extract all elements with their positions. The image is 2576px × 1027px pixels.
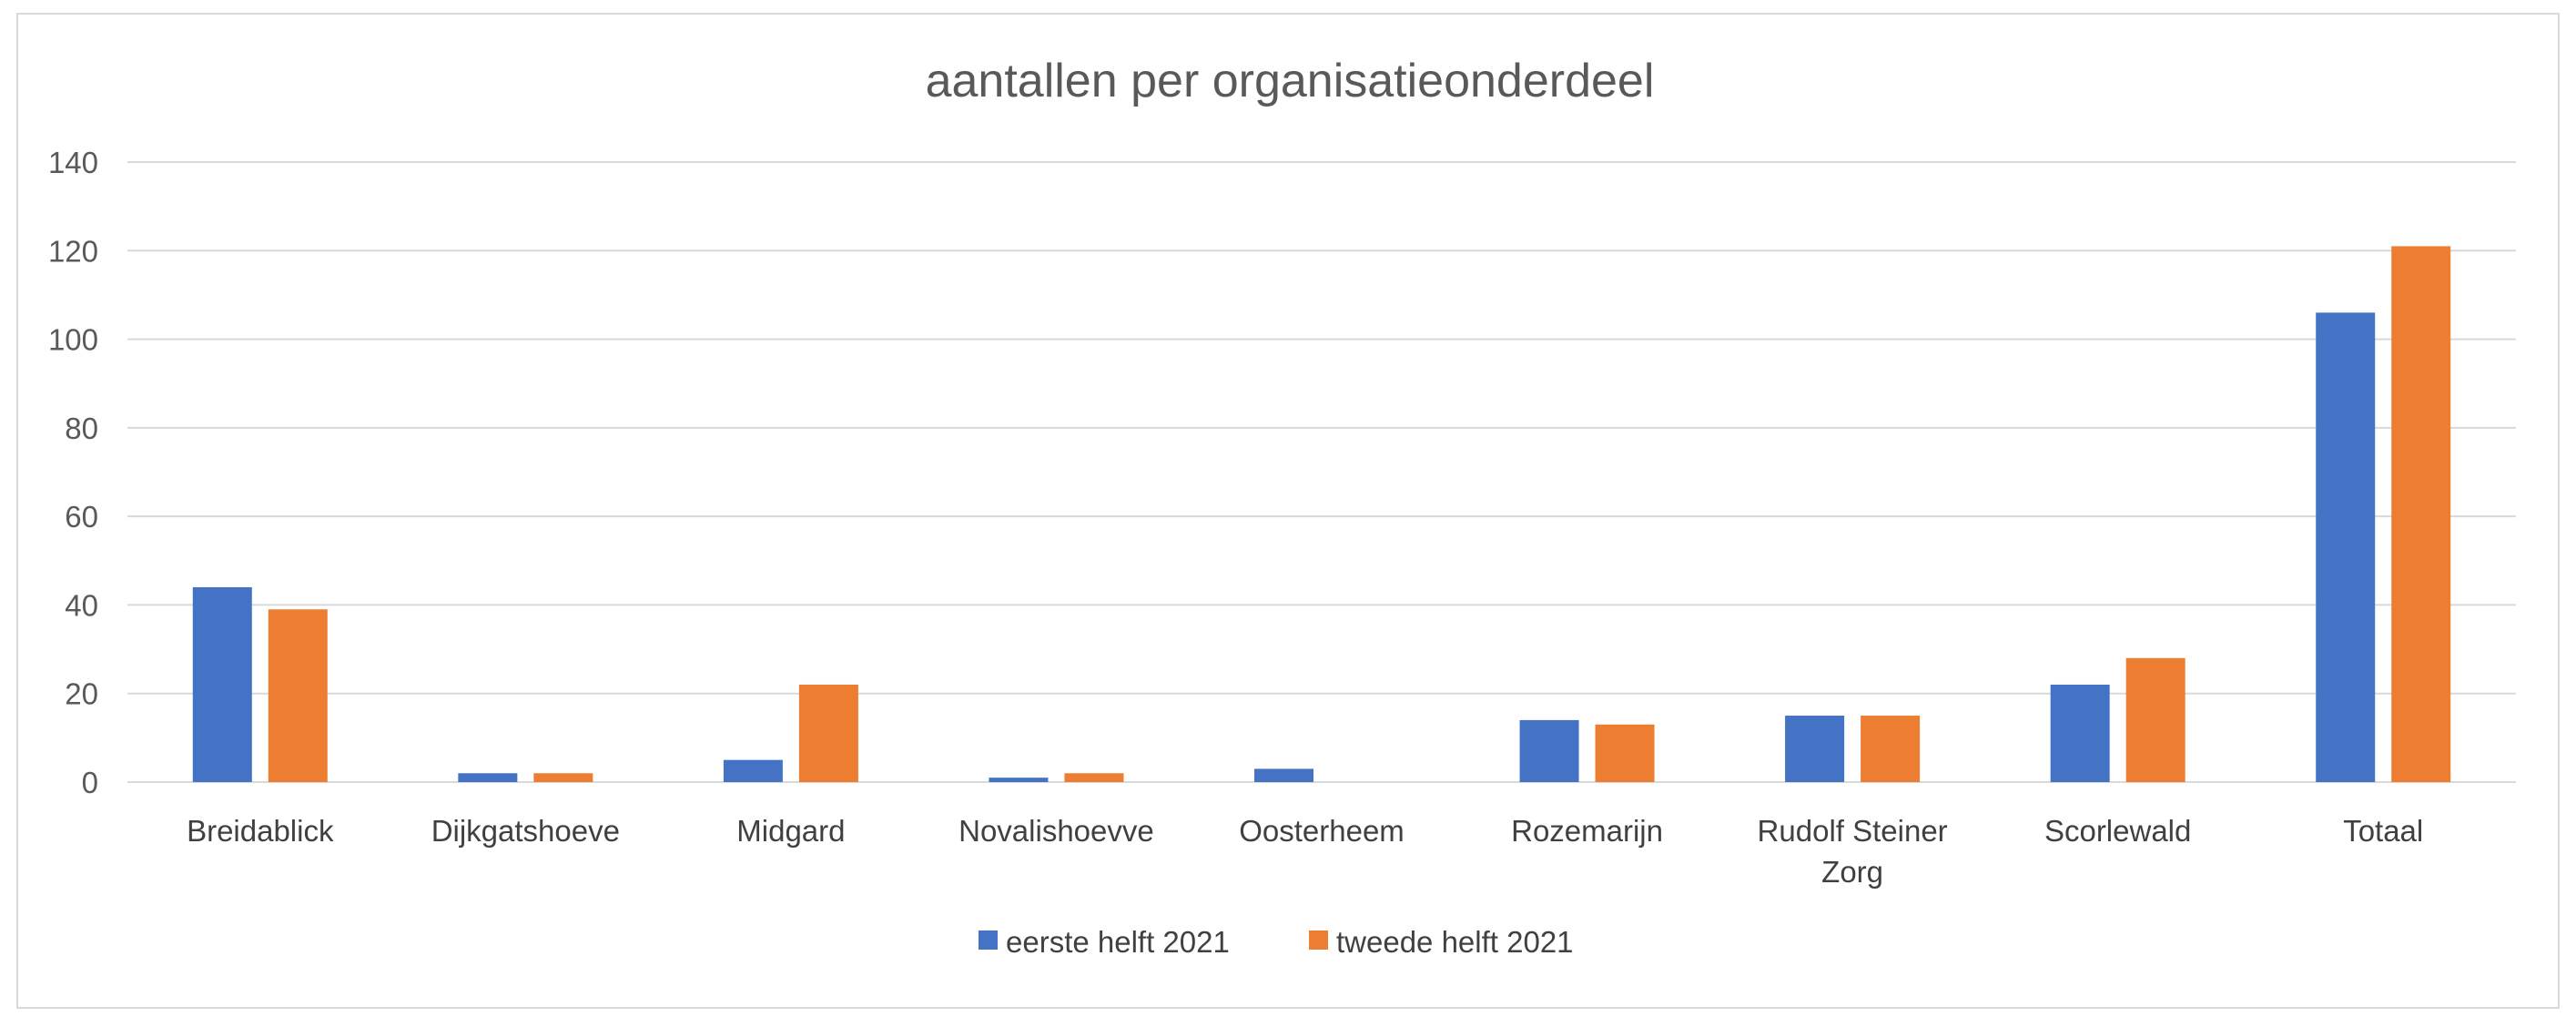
x-category-label: Scorlewald [2044, 814, 2191, 848]
bar-eerste-helft [723, 759, 783, 782]
legend: eerste helft 2021 tweede helft 2021 [979, 925, 1574, 959]
y-tick-label: 60 [65, 500, 98, 534]
bar-eerste-helft [989, 778, 1049, 782]
bar-eerste-helft [2316, 312, 2376, 782]
bar-tweede-helft [798, 684, 858, 782]
bar-chart: aantallen per organisatieonderdeel 0 20 40… [48, 55, 2516, 959]
legend-label-tweede: tweede helft 2021 [1336, 925, 1574, 959]
y-tick-label: 0 [82, 766, 98, 799]
x-category-label: Dijkgatshoeve [431, 814, 620, 848]
y-tick-label: 100 [48, 323, 98, 357]
x-category-label: Rudolf Steiner Zorg [1758, 814, 1948, 889]
bar-tweede-helft [268, 609, 328, 782]
x-category-label: Breidablick [187, 814, 334, 848]
chart-frame: aantallen per organisatieonderdeel 0 20 40… [16, 13, 2560, 1009]
bar-eerste-helft [2050, 684, 2110, 782]
y-tick-label: 80 [65, 412, 98, 445]
y-tick-label: 140 [48, 146, 98, 179]
x-category-label: Novalishoevve [958, 814, 1154, 848]
bars [192, 246, 2451, 782]
bar-tweede-helft [1861, 716, 1921, 782]
y-axis-tick-labels: 0 20 40 60 80 100 120 140 [48, 146, 98, 799]
y-tick-label: 40 [65, 588, 98, 622]
bar-eerste-helft [1519, 719, 1579, 782]
x-category-label: Totaal [2343, 814, 2423, 848]
x-category-label: Midgard [736, 814, 845, 848]
y-tick-label: 20 [65, 677, 98, 711]
legend-swatch-eerste [979, 930, 998, 950]
bar-tweede-helft [1595, 724, 1655, 782]
bar-eerste-helft [1785, 716, 1845, 782]
x-category-label: Rozemarijn [1511, 814, 1663, 848]
bar-eerste-helft [192, 586, 252, 782]
bar-tweede-helft [2125, 657, 2186, 782]
x-axis-category-labels: Breidablick Dijkgatshoeve Midgard Novalisho… [187, 814, 2423, 889]
y-tick-label: 120 [48, 234, 98, 268]
gridlines [127, 161, 2516, 783]
bar-tweede-helft [1064, 773, 1124, 782]
bar-tweede-helft [533, 773, 593, 782]
legend-swatch-tweede [1309, 930, 1328, 950]
chart-title: aantallen per organisatieonderdeel [926, 55, 1655, 107]
legend-label-eerste: eerste helft 2021 [1006, 925, 1230, 959]
bar-eerste-helft [458, 773, 518, 782]
bar-tweede-helft [2391, 246, 2451, 782]
bar-eerste-helft [1254, 768, 1313, 782]
x-category-label: Oosterheem [1239, 814, 1405, 848]
